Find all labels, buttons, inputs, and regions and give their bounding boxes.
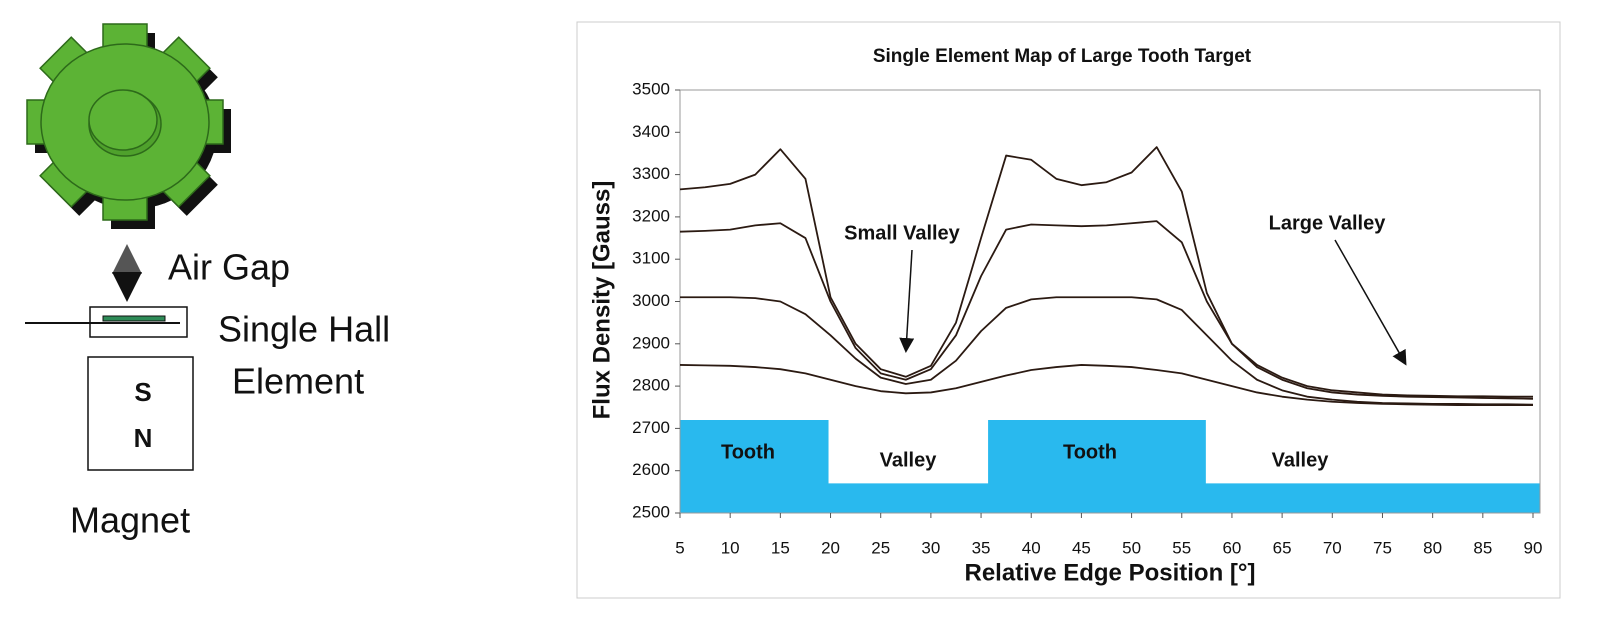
- y-axis-label: Flux Density [Gauss]: [588, 181, 615, 420]
- annotation: Valley: [1272, 449, 1330, 471]
- flux-line: [679, 220, 1534, 400]
- y-tick-label: 2700: [632, 418, 670, 437]
- x-tick-label: 75: [1373, 538, 1392, 557]
- x-tick-label: 85: [1473, 538, 1492, 557]
- tooth-profile: [680, 419, 1540, 513]
- annotation-arrow: [899, 249, 915, 353]
- x-tick-label: 35: [972, 538, 991, 557]
- y-tick-label: 3500: [632, 79, 670, 98]
- x-tick-label: 55: [1172, 538, 1191, 557]
- x-tick-label: 70: [1323, 538, 1342, 557]
- x-tick-label: 25: [871, 538, 890, 557]
- x-tick-label: 40: [1022, 538, 1041, 557]
- x-axis-label: Relative Edge Position [°]: [965, 559, 1256, 586]
- y-tick-label: 2600: [632, 460, 670, 479]
- x-tick-label: 45: [1072, 538, 1091, 557]
- x-tick-label: 10: [721, 538, 740, 557]
- flux-line: [679, 146, 1533, 398]
- x-tick-label: 90: [1524, 538, 1543, 557]
- hall-label: Element: [232, 361, 364, 402]
- x-tick-label: 50: [1122, 538, 1141, 557]
- x-tick-label: 30: [921, 538, 940, 557]
- air-gap-label: Air Gap: [168, 247, 290, 288]
- chart-title: Single Element Map of Large Tooth Target: [873, 46, 1252, 67]
- x-tick-label: 5: [675, 538, 684, 557]
- y-tick-label: 2900: [632, 333, 670, 352]
- hall-label: Single Hall: [218, 309, 390, 350]
- x-tick-label: 20: [821, 538, 840, 557]
- y-tick-label: 3300: [632, 164, 670, 183]
- annotation-arrow: [1334, 239, 1407, 366]
- y-tick-label: 3200: [632, 206, 670, 225]
- x-tick-label: 80: [1423, 538, 1442, 557]
- y-tick-label: 3000: [632, 291, 670, 310]
- x-tick-label: 15: [771, 538, 790, 557]
- annotation: Tooth: [721, 441, 775, 463]
- plot: 2500 2600 2700 2800 2900 3000 3100 3200 3300 3400…: [632, 79, 1542, 557]
- y-tick-label: 3100: [632, 249, 670, 268]
- hall-element: [102, 315, 166, 322]
- gear: [26, 23, 231, 229]
- annotation: Valley: [880, 449, 938, 471]
- x-tick-label: 65: [1273, 538, 1292, 557]
- annotation: Tooth: [1063, 441, 1117, 463]
- annotation: Small Valley: [844, 222, 961, 244]
- flux-line: [679, 364, 1533, 407]
- annotation: Large Valley: [1269, 212, 1387, 234]
- pole-label: S: [134, 377, 151, 407]
- y-tick-label: 3400: [632, 122, 670, 141]
- x-tick-label: 60: [1222, 538, 1241, 557]
- hall-package: [89, 306, 188, 338]
- magnet-label: Magnet: [70, 500, 190, 541]
- y-tick-label: 2500: [632, 502, 670, 521]
- pole-label: N: [134, 423, 153, 453]
- y-tick-label: 2800: [632, 376, 670, 395]
- magnet: [87, 356, 194, 471]
